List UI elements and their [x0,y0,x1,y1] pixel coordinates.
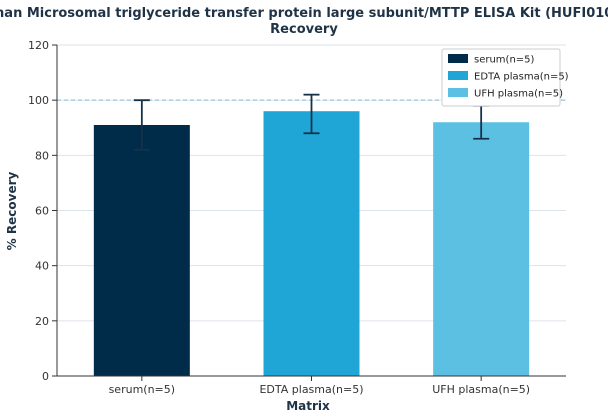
legend-label: serum(n=5) [474,55,535,66]
legend-swatch [448,71,468,80]
y-tick-label: 60 [35,205,49,218]
legend-box [441,48,561,107]
y-axis-label: % Recovery [5,172,19,251]
legend: serum(n=5) EDTA plasma(n=5) UFH plasma(n=5… [441,48,569,107]
y-tick-label: 40 [35,260,49,273]
x-axis-label: Matrix [286,399,330,413]
chart-title-line1: Human Microsomal triglyceride transfer p… [0,6,608,21]
legend-swatch [448,54,468,63]
bars [93,111,530,376]
bar [433,122,530,376]
legend-swatch [448,88,468,97]
y-tick-label: 100 [28,94,49,107]
y-tick-label: 0 [42,370,49,383]
y-ticks: 0 20 40 60 80 100 120 [28,39,57,383]
bar [263,111,360,376]
bar [93,124,190,376]
y-tick-label: 20 [35,315,49,328]
legend-label: UFH plasma(n=5) [474,89,563,100]
x-tick-label: EDTA plasma(n=5) [259,383,363,396]
y-tick-label: 120 [28,39,49,52]
x-tick-label: serum(n=5) [109,383,175,396]
legend-label: EDTA plasma(n=5) [474,72,569,83]
chart-title-line2: Recovery [270,22,338,37]
y-tick-label: 80 [35,149,49,162]
x-ticks: serum(n=5) EDTA plasma(n=5) UFH plasma(n=5… [109,376,530,396]
x-tick-label: UFH plasma(n=5) [432,383,530,396]
